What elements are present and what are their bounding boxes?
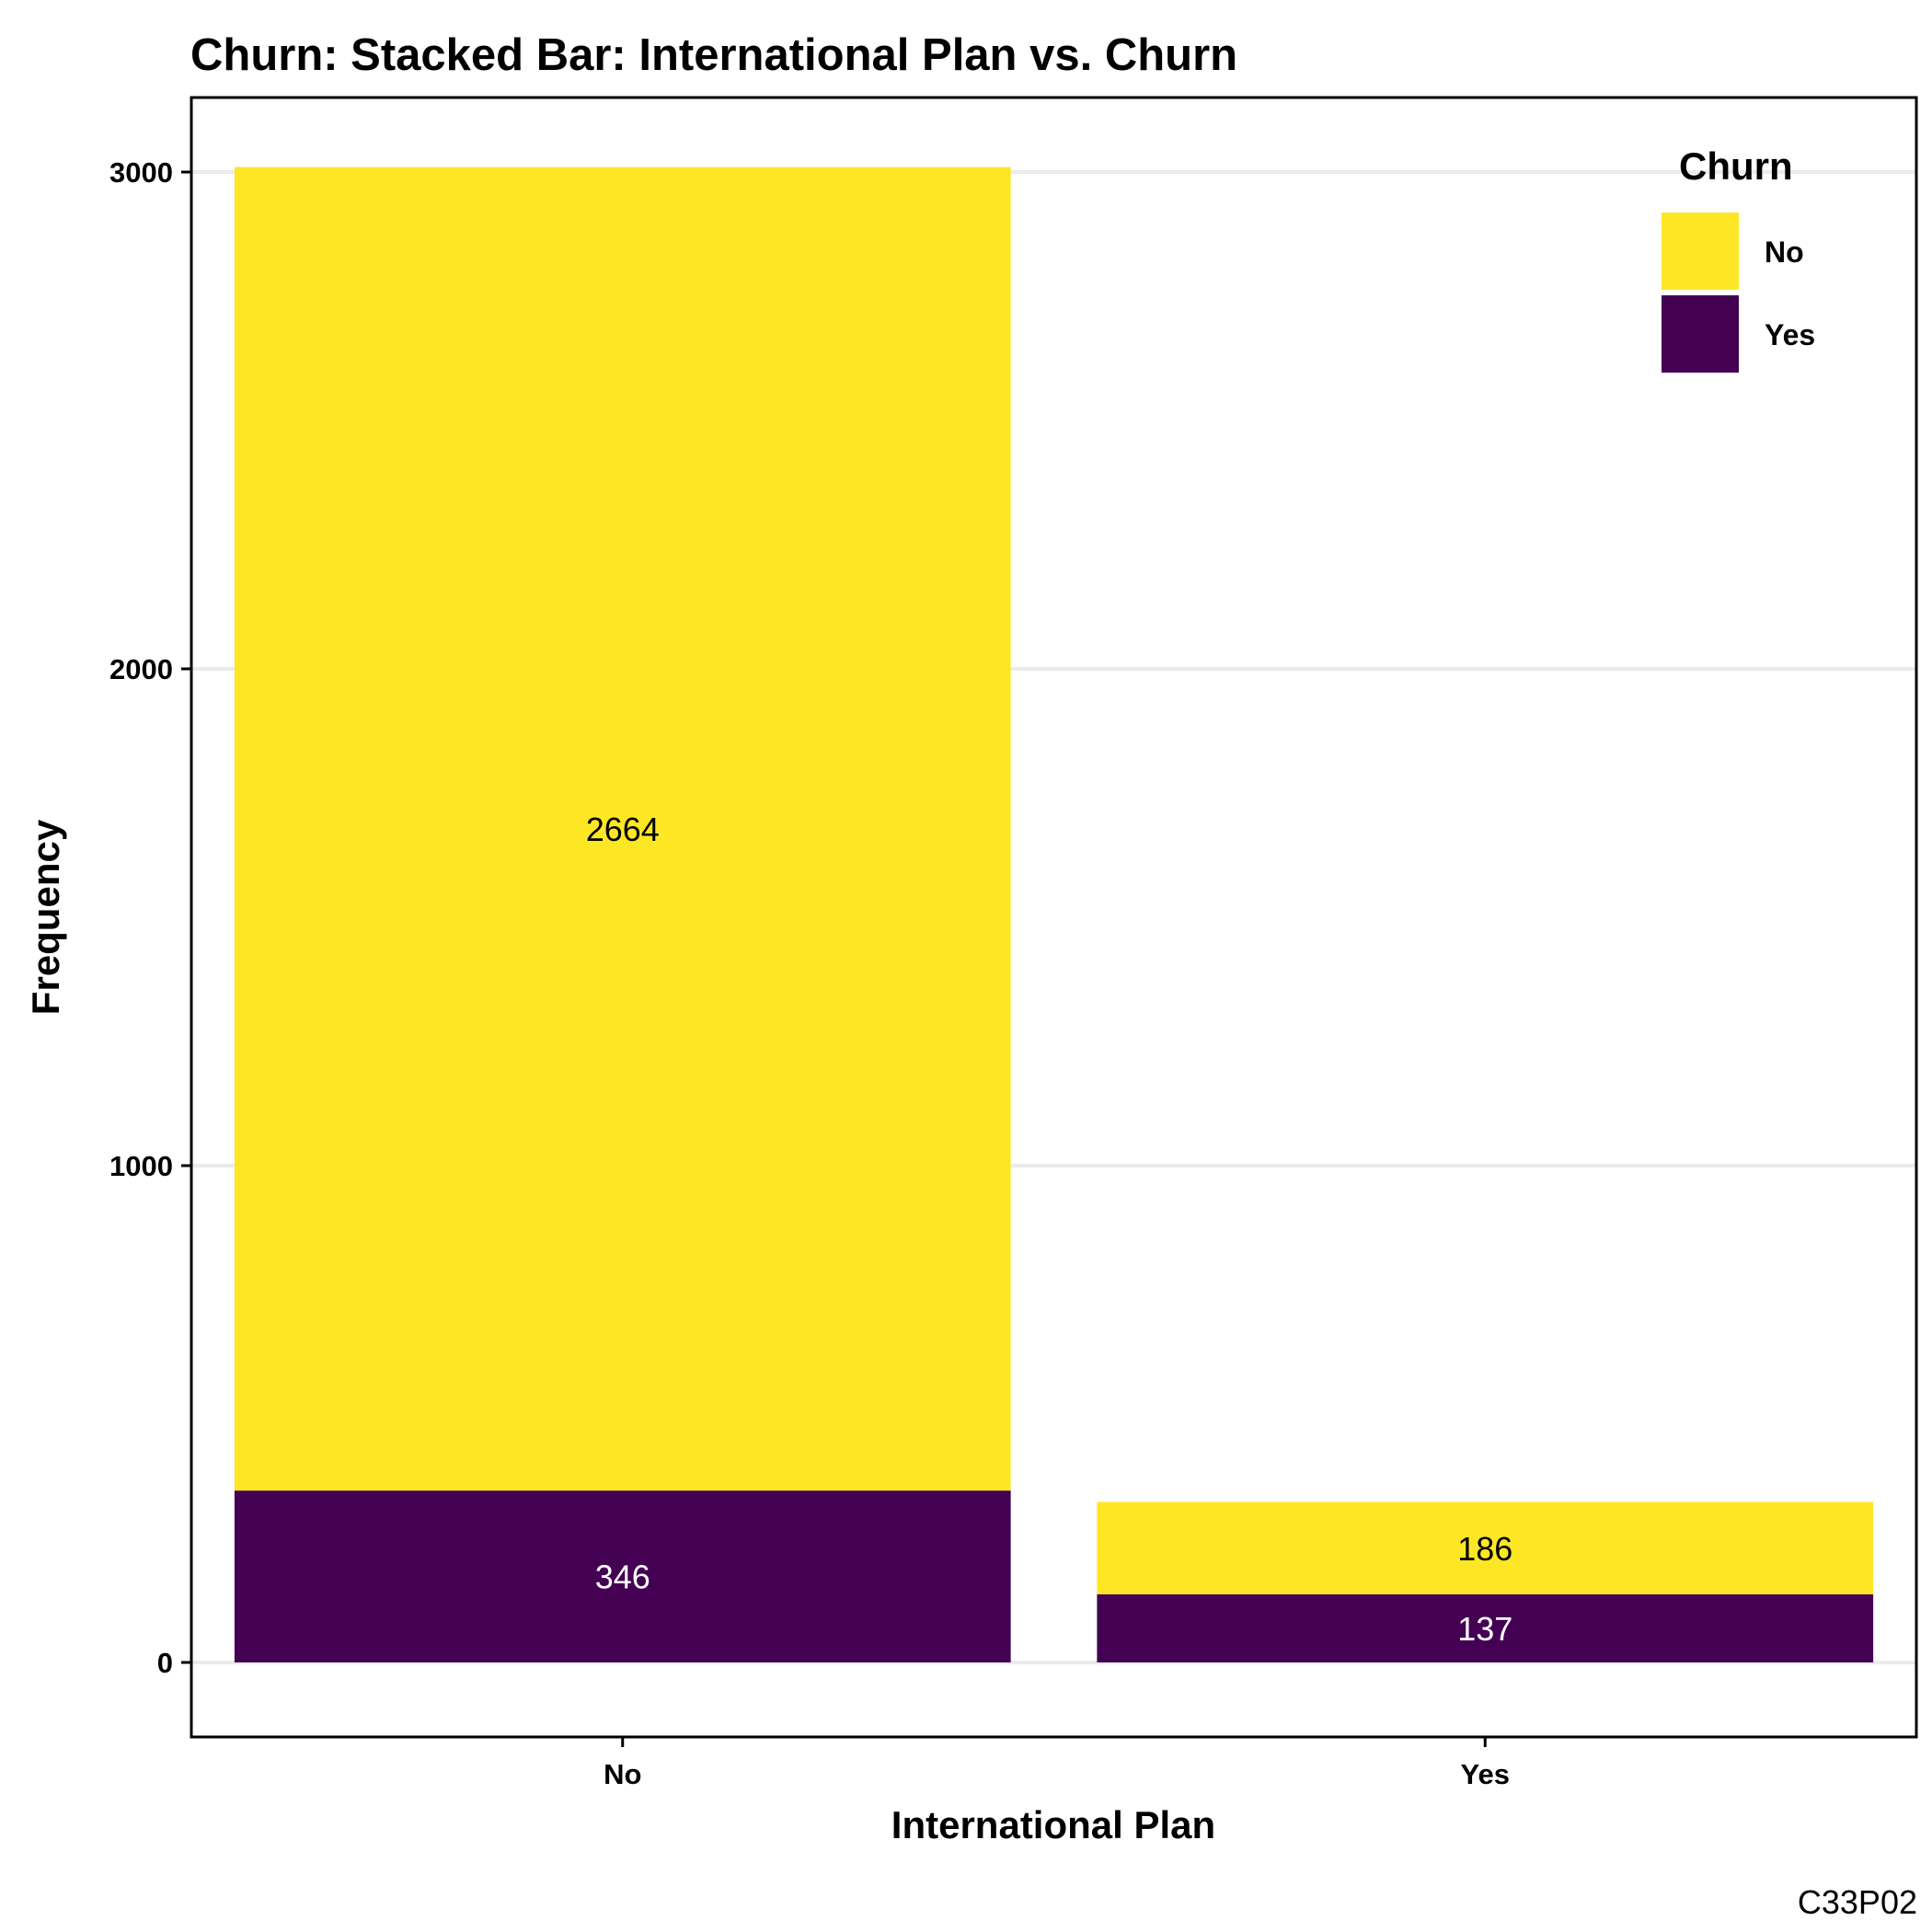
- data-labels: 346 2664 137 186: [586, 811, 1513, 1648]
- bar-yes-churn-yes: [1097, 1594, 1874, 1662]
- bar-no-churn-yes: [234, 1490, 1011, 1662]
- y-axis-title: Frequency: [24, 819, 67, 1015]
- data-label-yes-churn-no: 186: [1457, 1530, 1512, 1568]
- bar-no-churn-no: [234, 167, 1011, 1491]
- x-tick-label-yes: Yes: [1461, 1758, 1510, 1790]
- bars: [234, 167, 1874, 1662]
- legend-swatch-yes: [1662, 295, 1739, 373]
- data-label-yes-churn-yes: 137: [1457, 1610, 1512, 1648]
- y-tick-label-2000: 2000: [109, 653, 173, 685]
- y-tick-label-1000: 1000: [109, 1150, 173, 1182]
- legend-label-no: No: [1765, 236, 1804, 269]
- y-tick-label-3000: 3000: [109, 156, 173, 189]
- data-label-no-churn-yes: 346: [595, 1558, 650, 1596]
- data-label-no-churn-no: 2664: [586, 811, 660, 848]
- x-tick-label-no: No: [604, 1758, 641, 1790]
- y-axis: 0 1000 2000 3000: [109, 156, 191, 1679]
- bar-yes-churn-no: [1097, 1501, 1874, 1595]
- y-tick-label-0: 0: [157, 1647, 173, 1679]
- legend-title: Churn: [1679, 144, 1793, 188]
- x-axis-title: International Plan: [891, 1803, 1215, 1846]
- legend-label-yes: Yes: [1765, 318, 1815, 351]
- plot-frame: [190, 96, 1918, 1739]
- legend-swatch-no: [1662, 213, 1739, 290]
- legend: Churn No Yes: [1662, 144, 1815, 373]
- caption: C33P02: [1798, 1883, 1917, 1921]
- chart-title: Churn: Stacked Bar: International Plan v…: [190, 30, 1237, 80]
- x-axis: No Yes: [604, 1737, 1510, 1790]
